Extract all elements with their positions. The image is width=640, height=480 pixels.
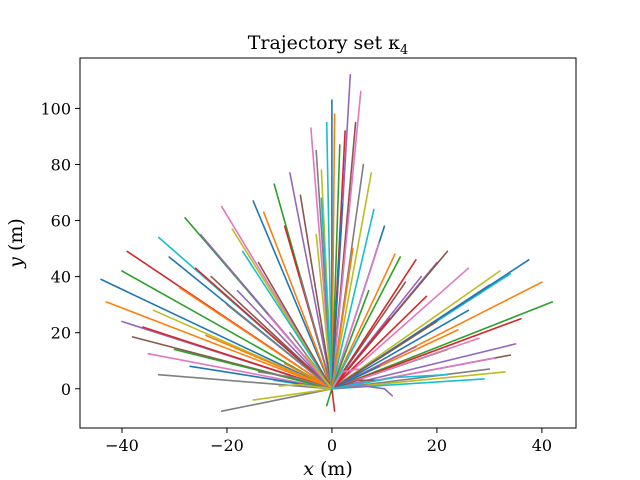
trajectory-line-64 [331,295,428,390]
trajectory-line-92 [283,362,333,390]
trajectory-line-72 [205,334,333,390]
trajectory-line-37 [331,90,362,390]
y-axis-label: y (m) [5,218,27,269]
trajectory-line-96 [331,379,380,390]
trajectory-line-25 [289,172,333,390]
trajectory-line-80 [320,197,333,390]
trajectory-line-94 [331,388,336,412]
trajectory-line-8 [157,373,333,390]
trajectory-line-55 [331,343,517,390]
trajectory-line-54 [331,317,522,390]
x-tick-label: −20 [210,436,244,455]
trajectory-line-42 [331,253,396,390]
trajectory-line-99 [278,383,333,390]
x-axis-label: x (m) [303,458,353,480]
trajectory-line-39 [331,172,373,390]
trajectory-line-18 [226,303,333,390]
trajectory-line-73 [173,348,333,390]
trajectory-line-1 [100,278,333,390]
y-tick-label: 40 [51,268,71,287]
trajectory-line-95 [331,385,394,397]
trajectory-line-83 [331,289,370,390]
trajectory-line-2 [105,301,333,390]
x-tick-label: 20 [427,436,447,455]
x-tick-label: 0 [327,436,337,455]
trajectory-line-22 [262,211,333,390]
trajectory-line-98 [257,371,333,390]
trajectory-line-77 [268,315,333,390]
trajectory-line-20 [241,250,333,390]
x-tick-label: 40 [532,436,552,455]
x-axis-ticks: −40 −20 0 20 40 [105,428,552,455]
trajectory-line-84 [331,317,391,390]
trajectory-line-30 [325,121,333,390]
trajectory-line-7 [147,352,333,390]
trajectory-line-81 [331,203,344,390]
trajectory-line-75 [236,289,333,390]
x-tick-label: −40 [105,436,139,455]
trajectory-line-68 [220,388,333,412]
y-tick-label: 80 [51,156,71,175]
trajectory-line-32 [331,113,336,390]
y-tick-label: 0 [61,380,71,399]
trajectory-line-16 [210,275,333,390]
trajectory-line-82 [331,247,354,390]
y-axis-ticks: 0 20 40 60 80 100 [40,99,80,399]
y-tick-label: 20 [51,324,71,343]
plot-frame [79,57,577,429]
trajectory-line-67 [331,242,380,390]
trajectory-line-79 [315,233,333,390]
trajectory-line-78 [299,275,333,390]
trajectory-line-21 [252,200,333,390]
trajectory-line-61 [331,309,470,390]
y-tick-label: 100 [40,99,71,118]
trajectory-line-26 [299,194,333,390]
trajectory-line-69 [252,388,333,401]
trajectory-line-49 [331,270,501,390]
trajectory-line-97 [331,368,359,390]
trajectory-line-12 [178,287,333,390]
trajectory-line-100 [331,373,449,390]
y-tick-label: 60 [51,212,71,231]
trajectory-line-91 [331,365,380,390]
trajectory-line-93 [325,388,333,407]
trajectory-line-76 [257,261,333,390]
trajectory-line-47 [331,267,470,390]
chart-title: Trajectory set κ4 [248,32,409,58]
trajectory-line-89 [304,354,333,390]
trajectory-line-40 [331,208,375,390]
trajectory-lines [100,74,554,412]
trajectory-line-86 [331,320,438,390]
